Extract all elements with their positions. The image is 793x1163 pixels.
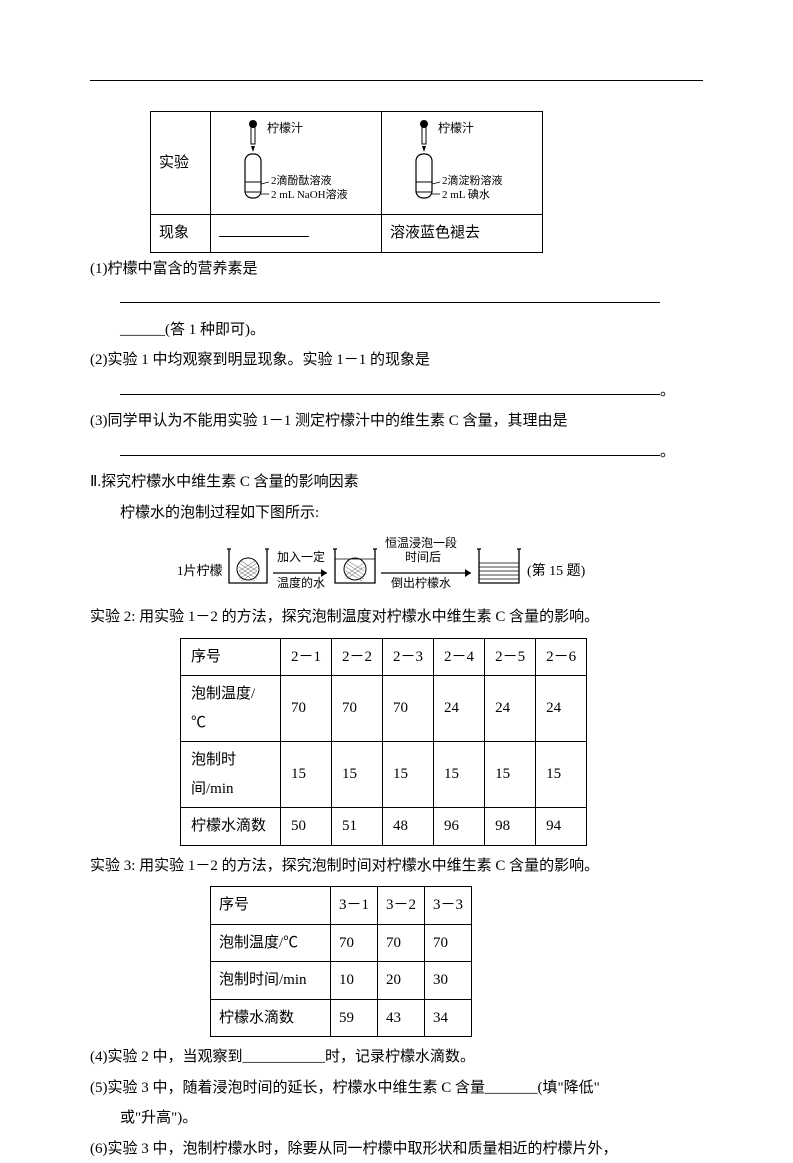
- question-2: (2)实验 1 中均观察到明显现象。实验 1－1 的现象是: [90, 346, 703, 375]
- question-5: (5)实验 3 中，随着浸泡时间的延长，柠檬水中维生素 C 含量_______(…: [90, 1074, 703, 1103]
- question-2-blank-line: 。: [90, 377, 703, 406]
- svg-text:恒温浸泡一段: 恒温浸泡一段: [385, 535, 457, 550]
- svg-text:加入一定: 加入一定: [277, 549, 325, 564]
- experiment-diagram-table: 实验 柠檬汁 2滴酚酞溶液 2 mL NaOH溶液: [150, 111, 543, 253]
- page-top-rule: [90, 80, 703, 81]
- question-1-blank-line: [90, 285, 703, 314]
- process-diagram: 1片柠檬 加入一定 温度的水 恒温浸泡一段 时间后 倒出柠檬水 (第 15 题): [90, 533, 703, 597]
- t2h3: 2－3: [383, 638, 434, 676]
- flask-cell-2: 柠檬汁 2滴淀粉溶液 2 mL 碘水: [382, 112, 543, 215]
- phenomenon-result: 溶液蓝色褪去: [382, 215, 543, 253]
- table2-row-0: 泡制温度/℃707070242424: [181, 676, 587, 742]
- flask-cell-1: 柠檬汁 2滴酚酞溶液 2 mL NaOH溶液: [211, 112, 382, 215]
- svg-text:2滴淀粉溶液: 2滴淀粉溶液: [442, 173, 503, 187]
- section-2-heading: Ⅱ.探究柠檬水中维生素 C 含量的影响因素: [90, 468, 703, 497]
- question-1b: ______(答 1 种即可)。: [90, 316, 703, 345]
- table3-header-row: 序号 3－1 3－2 3－3: [211, 887, 472, 925]
- experiment-3-intro: 实验 3: 用实验 1－2 的方法，探究泡制时间对柠檬水中维生素 C 含量的影响…: [90, 852, 703, 881]
- t2h4: 2－4: [434, 638, 485, 676]
- flask-diagram-1: 柠檬汁 2滴酚酞溶液 2 mL NaOH溶液: [221, 118, 371, 208]
- question-4: (4)实验 2 中，当观察到___________时，记录柠檬水滴数。: [90, 1043, 703, 1072]
- svg-text:1片柠檬: 1片柠檬: [177, 563, 223, 578]
- svg-text:柠檬汁: 柠檬汁: [438, 120, 474, 135]
- t2h2: 2－2: [332, 638, 383, 676]
- phenomenon-label: 现象: [151, 215, 211, 253]
- svg-text:时间后: 时间后: [405, 550, 441, 564]
- table3-row-2: 柠檬水滴数594334: [211, 999, 472, 1037]
- t2h0: 序号: [181, 638, 281, 676]
- experiment-2-table: 序号 2－1 2－2 2－3 2－4 2－5 2－6 泡制温度/℃7070702…: [180, 638, 587, 846]
- t3h1: 3－1: [331, 887, 378, 925]
- t2h1: 2－1: [281, 638, 332, 676]
- exp-row-label: 实验: [151, 112, 211, 215]
- experiment-3-table: 序号 3－1 3－2 3－3 泡制温度/℃707070 泡制时间/min1020…: [210, 886, 472, 1037]
- flask1-top-label: 柠檬汁: [267, 120, 303, 135]
- table2-row-1: 泡制时间/min151515151515: [181, 742, 587, 808]
- experiment-2-intro: 实验 2: 用实验 1－2 的方法，探究泡制温度对柠檬水中维生素 C 含量的影响…: [90, 603, 703, 632]
- question-3-blank-line: 。: [90, 438, 703, 467]
- question-6: (6)实验 3 中，泡制柠檬水时，除要从同一柠檬中取形状和质量相近的柠檬片外，: [90, 1135, 703, 1163]
- table2-header-row: 序号 2－1 2－2 2－3 2－4 2－5 2－6: [181, 638, 587, 676]
- question-3: (3)同学甲认为不能用实验 1－1 测定柠檬汁中的维生素 C 含量，其理由是: [90, 407, 703, 436]
- t3h0: 序号: [211, 887, 331, 925]
- svg-text:(第 15 题): (第 15 题): [527, 562, 586, 579]
- flask-diagram-2: 柠檬汁 2滴淀粉溶液 2 mL 碘水: [392, 118, 532, 208]
- question-1: (1)柠檬中富含的营养素是: [90, 255, 703, 284]
- table3-row-1: 泡制时间/min102030: [211, 962, 472, 1000]
- phenomenon-blank: [211, 215, 382, 253]
- question-5b: 或"升高")。: [90, 1104, 703, 1133]
- section-2-sub: 柠檬水的泡制过程如下图所示:: [90, 499, 703, 528]
- table2-row-2: 柠檬水滴数505148969894: [181, 808, 587, 846]
- table3-row-0: 泡制温度/℃707070: [211, 924, 472, 962]
- svg-text:2 mL 碘水: 2 mL 碘水: [442, 188, 490, 201]
- t2h6: 2－6: [536, 638, 587, 676]
- svg-text:2 mL NaOH溶液: 2 mL NaOH溶液: [271, 187, 348, 201]
- svg-text:倒出柠檬水: 倒出柠檬水: [391, 575, 451, 590]
- t3h3: 3－3: [425, 887, 472, 925]
- svg-text:2滴酚酞溶液: 2滴酚酞溶液: [271, 173, 332, 187]
- t3h2: 3－2: [378, 887, 425, 925]
- svg-text:温度的水: 温度的水: [277, 575, 325, 590]
- t2h5: 2－5: [485, 638, 536, 676]
